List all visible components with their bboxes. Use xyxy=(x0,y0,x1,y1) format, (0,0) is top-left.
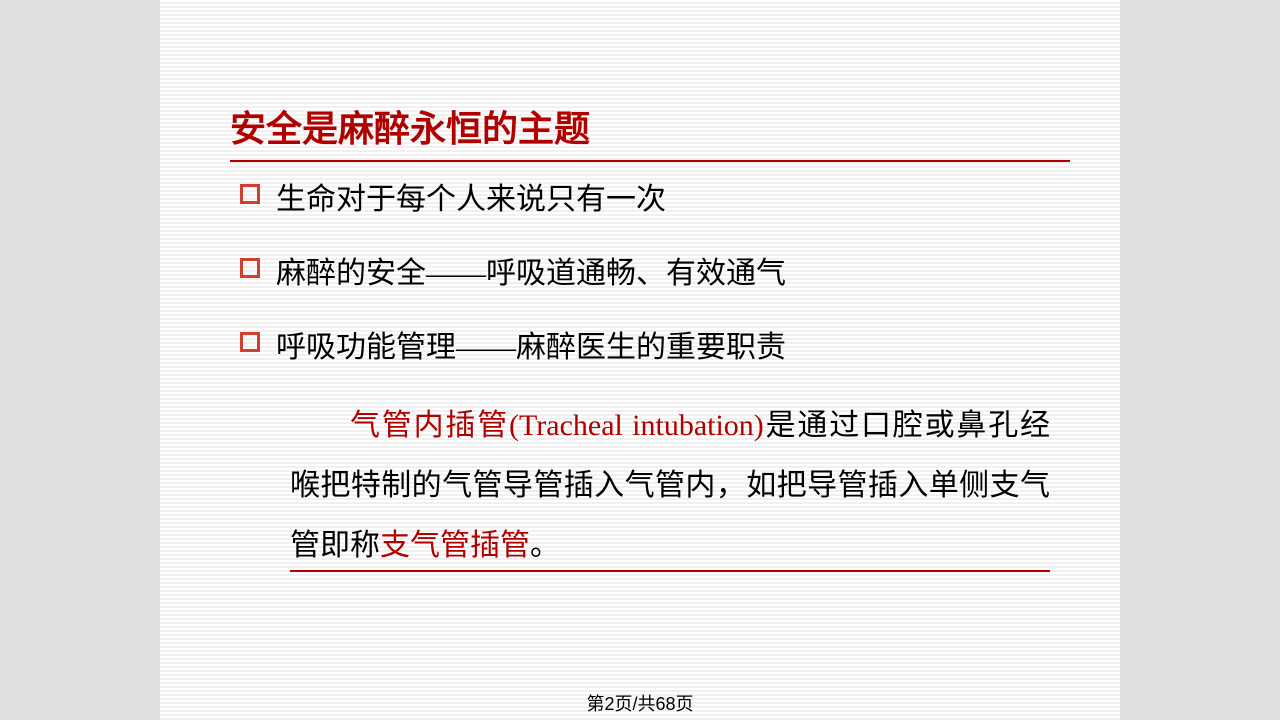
square-bullet-icon xyxy=(240,258,260,278)
square-bullet-icon xyxy=(240,332,260,352)
highlight-term: 支气管插管 xyxy=(380,529,530,562)
page-number: 第2页/共68页 xyxy=(586,690,693,716)
square-bullet-icon xyxy=(240,184,260,204)
slide-container: 安全是麻醉永恒的主题 生命对于每个人来说只有一次 麻醉的安全——呼吸道通畅、有效… xyxy=(160,0,1120,720)
bullet-list: 生命对于每个人来说只有一次 麻醉的安全——呼吸道通畅、有效通气 呼吸功能管理——… xyxy=(210,174,1070,366)
paragraph-text: 。 xyxy=(530,529,560,562)
highlight-term: 气管内插管(Tracheal intubation) xyxy=(350,409,764,442)
definition-paragraph: 气管内插管(Tracheal intubation)是通过口腔或鼻孔经喉把特制的… xyxy=(210,396,1070,576)
bullet-text: 麻醉的安全——呼吸道通畅、有效通气 xyxy=(276,248,786,292)
bullet-item: 麻醉的安全——呼吸道通畅、有效通气 xyxy=(240,248,1070,292)
title-underline xyxy=(230,160,1070,162)
slide-title: 安全是麻醉永恒的主题 xyxy=(210,100,1070,152)
bullet-text: 生命对于每个人来说只有一次 xyxy=(276,174,666,218)
bullet-text: 呼吸功能管理——麻醉医生的重要职责 xyxy=(276,322,786,366)
bullet-item: 生命对于每个人来说只有一次 xyxy=(240,174,1070,218)
bullet-item: 呼吸功能管理——麻醉医生的重要职责 xyxy=(240,322,1070,366)
